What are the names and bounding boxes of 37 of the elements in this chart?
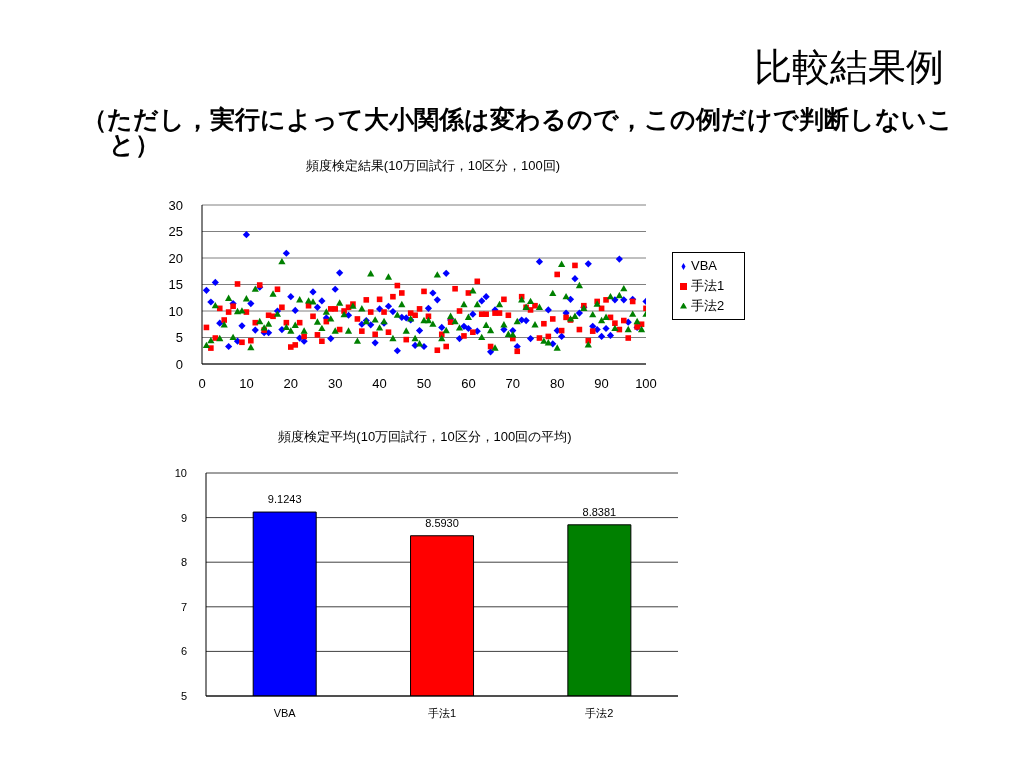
x-tick-label: 100 [635, 376, 657, 392]
data-label: 8.8381 [582, 505, 617, 518]
legend-label: 手法2 [691, 298, 725, 313]
y-tick-label: 5 [180, 689, 187, 702]
y-tick-label: 7 [180, 600, 187, 613]
y-tick-label: 8 [180, 556, 187, 569]
y-tick-label: 30 [168, 197, 183, 213]
y-tick-label: 10 [168, 303, 183, 319]
x-tick-label: 手法2 [585, 706, 614, 719]
text: （ただし，実行によって大小関係は変わるので，この例だけで判断しないこと） [82, 105, 954, 158]
x-tick-label: 30 [327, 376, 343, 392]
x-tick-label: 70 [505, 376, 521, 392]
y-tick-label: 20 [168, 250, 183, 266]
y-tick-label: 10 [174, 466, 187, 479]
legend-label: VBA [691, 258, 718, 273]
y-tick-label: 9 [180, 511, 187, 524]
y-tick-label: 6 [180, 645, 187, 658]
data-label: 8.5930 [425, 516, 459, 529]
chart-title: 頻度検定結果(10万回試行，10区分，100回) [304, 158, 562, 173]
data-label: 9.1243 [267, 493, 302, 506]
x-tick-label: 40 [372, 376, 387, 392]
x-tick-label: 90 [594, 376, 609, 392]
x-tick-label: 20 [283, 376, 299, 392]
x-tick-label: 50 [416, 376, 432, 392]
text: 比較結果例 [754, 46, 944, 88]
legend-label: 手法1 [691, 278, 725, 293]
y-tick-label: 0 [175, 356, 183, 372]
y-tick-label: 5 [175, 330, 183, 346]
chart-title: 頻度検定平均(10万回試行，10区分，100回の平均) [277, 429, 573, 444]
x-tick-label: 0 [198, 376, 206, 392]
x-tick-label: 80 [549, 376, 565, 392]
y-tick-label: 15 [168, 277, 183, 293]
y-tick-label: 25 [168, 224, 183, 240]
x-tick-label: 手法1 [427, 706, 457, 719]
x-tick-label: 60 [461, 376, 476, 392]
x-tick-label: 10 [239, 376, 254, 392]
x-tick-label: VBA [273, 706, 297, 719]
